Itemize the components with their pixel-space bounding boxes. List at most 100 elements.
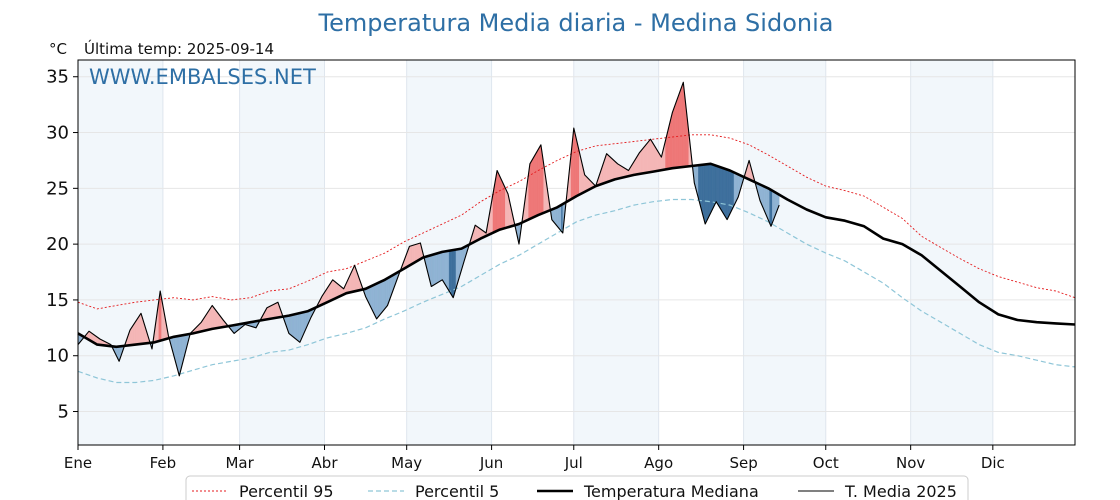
- fill-above-median: [270, 304, 273, 319]
- fill-below-median: [769, 188, 772, 227]
- month-band-Sep: [743, 60, 826, 445]
- fill-above-median: [210, 304, 213, 330]
- fill-below-median: [454, 249, 457, 294]
- x-tick-label: Jun: [479, 454, 503, 472]
- x-tick-label: May: [391, 454, 422, 472]
- fill-above-median: [621, 165, 624, 179]
- fill-above-median: [611, 158, 614, 181]
- fill-below-median: [290, 314, 292, 337]
- fill-below-median: [298, 312, 301, 343]
- fill-above-median: [213, 306, 216, 329]
- fill-above-median: [506, 190, 509, 228]
- fill-below-median: [729, 170, 732, 215]
- fill-below-median: [707, 163, 710, 219]
- unit-label: °C: [49, 40, 67, 58]
- fill-below-median: [381, 280, 384, 313]
- fill-above-median: [414, 243, 417, 263]
- fill-below-median: [768, 187, 770, 224]
- fill-above-median: [674, 101, 677, 169]
- fill-below-median: [557, 206, 559, 229]
- fill-below-median: [709, 163, 711, 216]
- fill-above-median: [539, 144, 542, 215]
- fill-above-median: [209, 306, 212, 330]
- fill-above-median: [647, 140, 650, 173]
- fill-above-median: [609, 155, 611, 182]
- fill-above-median: [531, 158, 533, 219]
- fill-above-median: [532, 155, 535, 218]
- fill-above-median: [333, 280, 336, 300]
- fill-below-median: [733, 172, 736, 206]
- fill-above-median: [418, 242, 421, 261]
- last-temp-label: Última temp: 2025-09-14: [84, 39, 274, 58]
- fill-below-median: [554, 207, 557, 226]
- fill-above-median: [331, 279, 333, 301]
- x-tick-label: Oct: [813, 454, 839, 472]
- fill-below-median: [700, 164, 703, 214]
- fill-below-median: [380, 280, 383, 315]
- y-tick-label: 10: [46, 346, 69, 367]
- x-tick-label: Feb: [150, 454, 177, 472]
- x-tick-label: Mar: [225, 454, 254, 472]
- fill-above-median: [533, 153, 536, 218]
- fill-above-median: [536, 148, 539, 217]
- y-tick-label: 30: [46, 123, 69, 144]
- fill-below-median: [440, 251, 443, 282]
- fill-above-median: [132, 323, 135, 346]
- legend-label-temperatura-mediana: Temperatura Mediana: [583, 482, 759, 500]
- fill-above-median: [657, 149, 659, 172]
- fill-above-median: [648, 138, 651, 173]
- x-axis-ticks: Ene Feb Mar Abr May Jun Jul Ago Sep Oct Nov Dic: [64, 445, 1005, 472]
- fill-below-median: [296, 313, 299, 342]
- fill-below-median: [717, 165, 720, 207]
- fill-below-median: [713, 164, 716, 208]
- fill-above-median: [499, 176, 502, 230]
- fill-above-median: [617, 163, 620, 180]
- fill-below-median: [292, 314, 295, 339]
- fill-above-median: [273, 303, 276, 319]
- fill-below-median: [376, 282, 379, 320]
- x-tick-label: Ago: [644, 454, 673, 472]
- fill-above-median: [614, 160, 617, 180]
- fill-above-median: [131, 325, 133, 346]
- fill-below-median: [299, 312, 302, 343]
- fill-below-median: [718, 166, 721, 210]
- x-tick-label: Nov: [896, 454, 925, 472]
- fill-above-median: [332, 279, 335, 300]
- fill-above-median: [136, 316, 139, 345]
- fill-below-median: [385, 277, 388, 308]
- fill-above-median: [272, 303, 275, 319]
- fill-below-median: [722, 167, 725, 216]
- fill-above-median: [574, 133, 577, 198]
- fill-above-median: [676, 97, 679, 168]
- fill-below-median: [561, 203, 564, 234]
- fill-above-median: [672, 108, 674, 169]
- fill-below-median: [370, 285, 373, 311]
- plot-frame: [77, 59, 1076, 446]
- series-line-percentil-5: [77, 198, 1076, 384]
- fill-above-median: [679, 89, 681, 168]
- fill-above-median: [670, 112, 673, 169]
- fill-below-median: [711, 163, 714, 211]
- series-line-t-media-2025: [77, 81, 780, 377]
- fill-below-median: [435, 253, 438, 285]
- fill-below-median: [447, 250, 450, 292]
- fill-below-median: [705, 164, 707, 225]
- fill-below-median: [373, 283, 376, 317]
- fill-below-median: [558, 205, 561, 231]
- fill-below-median: [735, 172, 737, 203]
- fill-above-median: [607, 154, 610, 183]
- fill-above-median: [214, 308, 217, 329]
- fill-above-median: [644, 143, 647, 174]
- fill-below-median: [443, 251, 446, 286]
- fill-above-median: [606, 153, 609, 183]
- fill-below-median: [446, 250, 448, 290]
- fill-above-median: [353, 265, 355, 292]
- fill-above-median: [417, 243, 420, 262]
- month-band-Ene: [78, 60, 163, 445]
- fill-below-median: [451, 249, 454, 299]
- fill-below-median: [288, 314, 291, 335]
- fill-below-median: [448, 250, 451, 294]
- fill-below-median: [431, 254, 433, 287]
- fill-below-median: [374, 283, 377, 319]
